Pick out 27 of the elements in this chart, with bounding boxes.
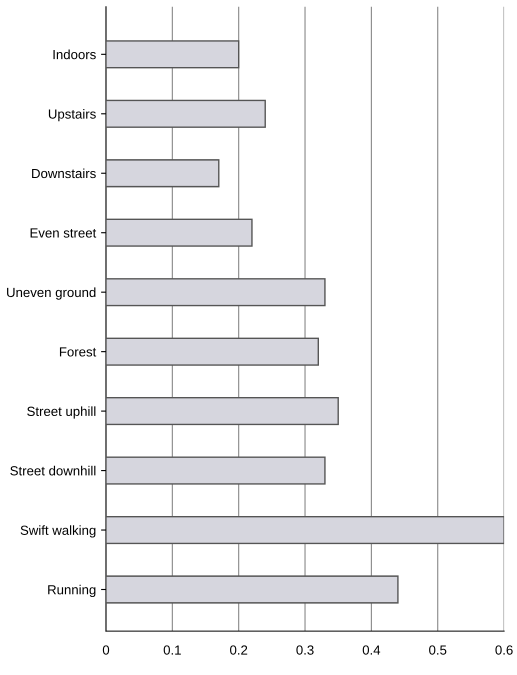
y-tick-label: Running	[48, 584, 96, 598]
bar	[106, 516, 504, 544]
y-tick-label: Indoors	[53, 50, 96, 60]
bar	[106, 159, 220, 188]
bar	[106, 397, 339, 426]
x-tick-label: 0	[102, 645, 110, 655]
y-tick-label: Uneven ground	[7, 287, 96, 300]
bar	[106, 218, 253, 247]
y-tick-label: Upstairs	[48, 109, 96, 122]
y-tick-label: Street uphill	[27, 406, 96, 419]
y-tick-label: Forest	[60, 347, 96, 357]
bar	[106, 456, 326, 485]
x-tick-label: 0.1	[164, 645, 181, 655]
bar	[106, 100, 266, 128]
bar	[106, 40, 240, 68]
y-tick-label: Even street	[30, 228, 96, 238]
bar	[106, 575, 399, 604]
y-tick-label: Swift walking	[20, 525, 96, 538]
x-tick-label: 0.5	[429, 645, 446, 655]
x-tick-label: 0.4	[362, 645, 380, 655]
y-tick-label: Downstairs	[32, 168, 96, 178]
bar	[106, 338, 319, 366]
x-tick-label: 0.3	[296, 645, 314, 655]
bar	[106, 278, 326, 306]
y-tick-label: Street downhill	[10, 466, 96, 476]
x-tick-label: 0.2	[230, 645, 248, 655]
x-tick-label: 0.6	[495, 645, 513, 655]
